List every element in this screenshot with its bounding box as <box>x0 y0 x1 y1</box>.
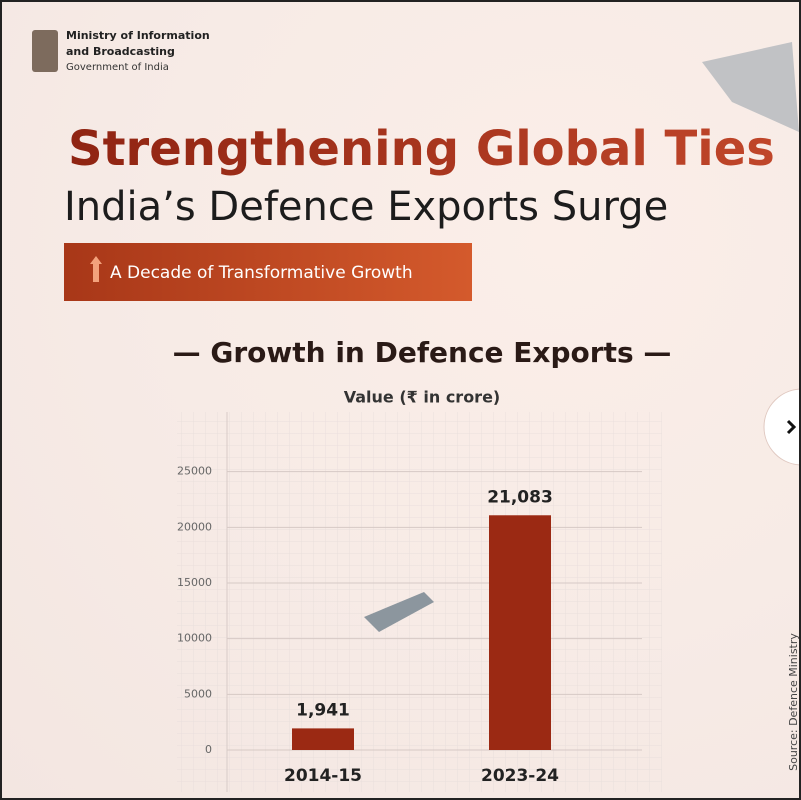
org-name: and Broadcasting <box>66 45 175 58</box>
subheadline: India’s Defence Exports Surge <box>64 184 668 230</box>
next-button[interactable] <box>763 388 799 466</box>
y-tick-label: 15000 <box>177 576 212 589</box>
y-tick-label: 10000 <box>177 632 212 645</box>
org-name: Ministry of Information <box>66 29 210 42</box>
y-axis-label: Value (₹ in crore) <box>344 388 500 407</box>
org-name: Government of India <box>66 62 169 73</box>
badge-text: A Decade of Transformative Growth <box>110 263 413 283</box>
headline: Strengthening Global Ties <box>68 121 775 177</box>
y-tick-label: 5000 <box>184 687 212 700</box>
value-label: 21,083 <box>487 487 553 507</box>
value-label: 1,941 <box>296 700 350 720</box>
emblem <box>32 30 58 72</box>
jet-icon <box>364 592 434 632</box>
chart-title: — Growth in Defence Exports — <box>173 336 672 369</box>
jet-image <box>702 42 799 132</box>
up-arrow <box>90 256 102 282</box>
badge <box>64 243 472 301</box>
y-tick-label: 25000 <box>177 465 212 478</box>
bar <box>292 728 354 750</box>
bar <box>489 515 551 750</box>
y-tick-label: 20000 <box>177 520 212 533</box>
next-arrow[interactable] <box>786 419 797 435</box>
y-tick-label: 0 <box>205 743 212 756</box>
source: Source: Defence Ministry <box>787 633 799 771</box>
x-tick-label: 2023-24 <box>481 766 559 786</box>
x-tick-label: 2014-15 <box>284 766 362 786</box>
